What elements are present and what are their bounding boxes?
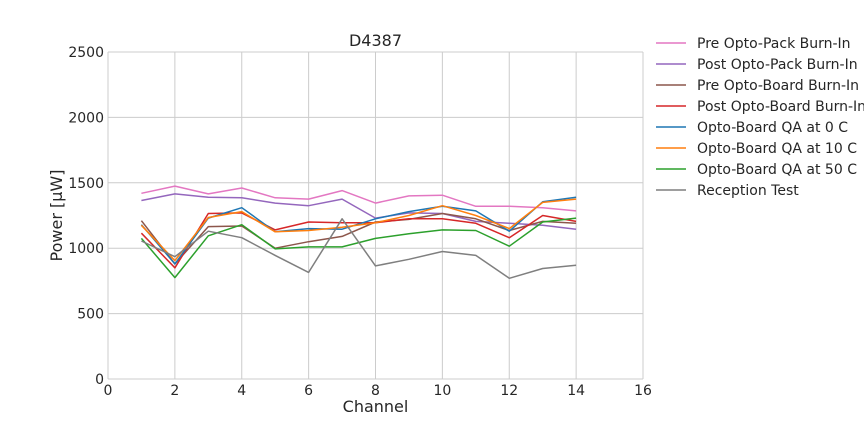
y-tick-label: 0 xyxy=(95,372,104,388)
legend-entry: Pre Opto-Board Burn-In xyxy=(656,78,859,94)
series-line-7 xyxy=(141,218,577,280)
legend-entry: Post Opto-Pack Burn-In xyxy=(656,57,858,73)
x-tick-label: 8 xyxy=(371,383,380,399)
legend-entry: Reception Test xyxy=(656,183,799,199)
x-tick-label: 10 xyxy=(433,383,451,399)
legend-entry: Post Opto-Board Burn-In xyxy=(656,99,864,115)
y-tick-label: 1500 xyxy=(68,176,104,192)
legend-label: Pre Opto-Pack Burn-In xyxy=(697,36,851,52)
y-tick-label: 2500 xyxy=(68,45,104,61)
series-line-5 xyxy=(140,198,577,262)
legend-entry: Opto-Board QA at 10 C xyxy=(656,141,857,157)
y-tick-label: 500 xyxy=(77,307,104,323)
x-tick-label: 12 xyxy=(500,383,518,399)
x-tick-label: 14 xyxy=(567,383,585,399)
x-tick-label: 2 xyxy=(170,383,179,399)
legend-entry: Opto-Board QA at 50 C xyxy=(656,162,857,178)
x-tick-labels: 0 2 4 6 8 10 12 14 16 xyxy=(104,383,652,399)
y-tick-label: 1000 xyxy=(68,241,104,257)
legend: Pre Opto-Pack Burn-In Post Opto-Pack Burn… xyxy=(656,36,864,199)
x-tick-label: 6 xyxy=(304,383,313,399)
series-lines xyxy=(140,185,577,280)
legend-label: Pre Opto-Board Burn-In xyxy=(697,78,859,94)
series-line-1 xyxy=(141,193,577,230)
x-tick-label: 4 xyxy=(237,383,246,399)
legend-entry: Opto-Board QA at 0 C xyxy=(656,120,848,136)
legend-label: Post Opto-Pack Burn-In xyxy=(697,57,858,73)
x-tick-label: 16 xyxy=(634,383,652,399)
x-axis-label: Channel xyxy=(343,397,409,416)
legend-label: Reception Test xyxy=(697,183,799,199)
legend-label: Opto-Board QA at 50 C xyxy=(697,162,857,178)
legend-label: Opto-Board QA at 0 C xyxy=(697,120,848,136)
series-line-3 xyxy=(140,212,577,269)
y-tick-labels: 0 500 1000 1500 2000 2500 xyxy=(68,45,104,388)
series-line-0 xyxy=(141,185,577,212)
grid xyxy=(107,51,644,380)
chart-title: D4387 xyxy=(349,31,402,50)
y-tick-label: 2000 xyxy=(68,110,104,126)
x-tick-label: 0 xyxy=(104,383,113,399)
legend-label: Post Opto-Board Burn-In xyxy=(697,99,864,115)
legend-entry: Pre Opto-Pack Burn-In xyxy=(656,36,851,52)
legend-label: Opto-Board QA at 10 C xyxy=(697,141,857,157)
y-axis-label: Power [μW] xyxy=(47,170,66,262)
